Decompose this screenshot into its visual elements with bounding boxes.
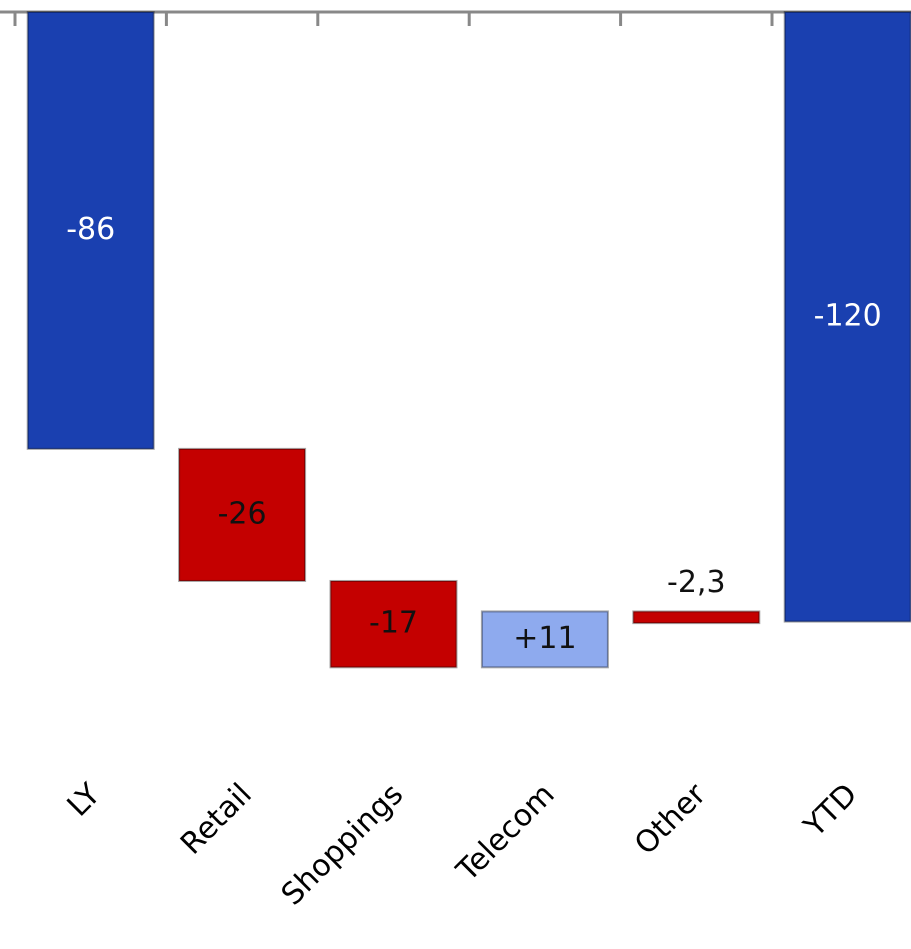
x-tick-label: LY	[61, 776, 108, 823]
bar	[632, 610, 761, 625]
data-label: -86	[66, 212, 115, 247]
data-label: -2,3	[667, 565, 726, 600]
bar	[26, 11, 155, 450]
data-label: -17	[369, 606, 418, 641]
x-tick-label: Telecom	[449, 777, 561, 889]
bar	[783, 11, 911, 623]
x-tick-label: YTD	[797, 777, 865, 845]
data-label: -26	[218, 496, 267, 531]
data-label: +11	[513, 621, 576, 656]
data-label: -120	[814, 298, 882, 333]
x-tick-label: Other	[628, 776, 713, 861]
bar	[329, 579, 458, 669]
x-tick-label: Retail	[174, 777, 259, 862]
bar	[178, 447, 307, 582]
bar	[480, 610, 609, 669]
x-tick-label: Shoppings	[275, 777, 410, 912]
